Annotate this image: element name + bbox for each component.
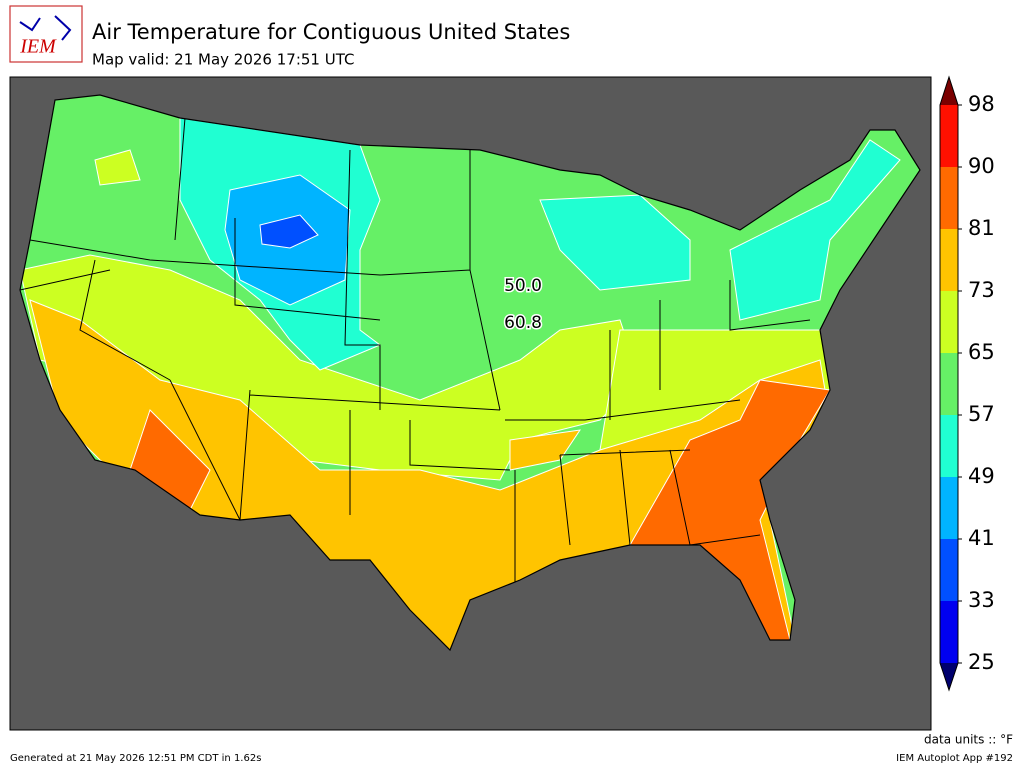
temp-region bbox=[94, 149, 141, 186]
colorbar-tick-label: 41 bbox=[968, 526, 995, 550]
colorbar-extend-low bbox=[940, 663, 958, 690]
colorbar-segment bbox=[940, 477, 958, 539]
colorbar-segment bbox=[940, 229, 958, 291]
title: Air Temperature for Contiguous United St… bbox=[92, 20, 570, 44]
colorbar-tick-label: 73 bbox=[968, 278, 995, 302]
footer-app: IEM Autoplot App #192 bbox=[896, 753, 1013, 764]
colorbar-tick-label: 81 bbox=[968, 216, 995, 240]
colorbar-segment bbox=[940, 539, 958, 601]
temp-region bbox=[509, 429, 582, 471]
colorbar-segment bbox=[940, 601, 958, 663]
logo-frame bbox=[9, 5, 83, 63]
colorbar-tick-label: 33 bbox=[968, 588, 995, 612]
colorbar-tick-label: 49 bbox=[968, 464, 995, 488]
coastline bbox=[19, 94, 921, 652]
colorbar-tick-label: 65 bbox=[968, 340, 995, 364]
colorbar-segment bbox=[940, 415, 958, 477]
colorbar: 25 33 41 49 57 65 73 81 90 98 bbox=[939, 75, 995, 692]
logo-icon bbox=[19, 15, 72, 41]
units-label: data units :: °F bbox=[924, 733, 1013, 747]
colorbar-segment bbox=[940, 105, 958, 167]
subtitle: Map valid: 21 May 2026 17:51 UTC bbox=[92, 51, 354, 69]
colorbar-tick-label: 57 bbox=[968, 402, 995, 426]
colorbar-segment bbox=[940, 353, 958, 415]
colorbar-segment bbox=[940, 291, 958, 353]
state-borders bbox=[20, 117, 811, 600]
colorbar-tick-label: 90 bbox=[968, 154, 995, 178]
footer-generated: Generated at 21 May 2026 12:51 PM CDT in… bbox=[10, 753, 261, 764]
colorbar-segment bbox=[940, 167, 958, 229]
station-label: 60.8 bbox=[504, 313, 542, 333]
colorbar-extend-high bbox=[940, 77, 958, 105]
colorbar-tick-label: 25 bbox=[968, 650, 995, 674]
temp-region bbox=[729, 139, 901, 321]
station-label: 50.0 bbox=[504, 276, 542, 296]
temp-region bbox=[259, 214, 319, 249]
logo-text: IEM bbox=[19, 36, 57, 58]
colorbar-tick-label: 98 bbox=[968, 92, 995, 116]
